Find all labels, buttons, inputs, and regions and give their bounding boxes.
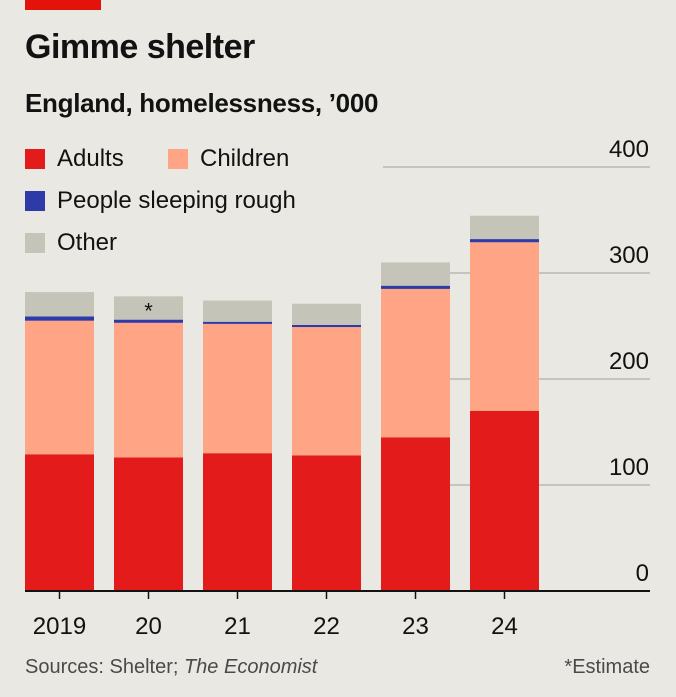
bar-adults-24 bbox=[470, 410, 539, 591]
legend-swatch-children bbox=[168, 149, 188, 169]
x-tick-label-21: 21 bbox=[224, 613, 251, 640]
bar-rough-2019 bbox=[25, 316, 94, 321]
legend-swatch-other bbox=[25, 233, 45, 253]
legend-label-other: Other bbox=[57, 229, 118, 256]
bar-other-24 bbox=[470, 215, 539, 240]
bar-rough-23 bbox=[381, 285, 450, 289]
legend-swatch-adults bbox=[25, 149, 45, 169]
bar-adults-22 bbox=[292, 455, 361, 591]
y-tick-label-200: 200 bbox=[609, 348, 649, 375]
y-tick-label-0: 0 bbox=[636, 560, 649, 587]
source-prefix: Sources: Shelter; bbox=[25, 656, 184, 678]
bar-rough-21 bbox=[203, 321, 272, 324]
legend-label-adults: Adults bbox=[57, 145, 124, 172]
bar-children-23 bbox=[381, 288, 450, 438]
bar-children-21 bbox=[203, 323, 272, 454]
accent-bar bbox=[25, 0, 101, 10]
source-note: Sources: Shelter; The Economist bbox=[25, 656, 317, 679]
x-tick-label-24: 24 bbox=[491, 613, 518, 640]
bar-other-2019 bbox=[25, 292, 94, 317]
x-tick-label-20: 20 bbox=[135, 613, 162, 640]
bar-children-22 bbox=[292, 327, 361, 456]
legend-item-children: Children bbox=[168, 145, 289, 173]
y-tick-label-100: 100 bbox=[609, 454, 649, 481]
bar-rough-20 bbox=[114, 319, 183, 323]
bar-adults-2019 bbox=[25, 454, 94, 591]
x-tick-label-23: 23 bbox=[402, 613, 429, 640]
bar-other-21 bbox=[203, 300, 272, 322]
source-italic: The Economist bbox=[183, 656, 318, 678]
legend-swatch-rough bbox=[25, 191, 45, 211]
bar-adults-21 bbox=[203, 453, 272, 591]
bar-other-22 bbox=[292, 303, 361, 325]
bar-adults-23 bbox=[381, 437, 450, 591]
bar-other-20 bbox=[114, 296, 183, 320]
footnote: *Estimate bbox=[564, 656, 650, 678]
bar-rough-22 bbox=[292, 324, 361, 328]
bar-other-23 bbox=[381, 262, 450, 286]
bar-adults-20 bbox=[114, 457, 183, 591]
x-tick-label-2019: 2019 bbox=[33, 613, 86, 640]
bar-children-20 bbox=[114, 322, 183, 458]
bar-children-2019 bbox=[25, 320, 94, 455]
chart-title: Gimme shelter bbox=[25, 28, 255, 66]
legend-item-adults: Adults bbox=[25, 145, 124, 173]
y-tick-label-400: 400 bbox=[609, 136, 649, 163]
legend-item-rough: People sleeping rough bbox=[25, 187, 296, 215]
x-tick-label-22: 22 bbox=[313, 613, 340, 640]
y-tick-label-300: 300 bbox=[609, 242, 649, 269]
chart-subtitle: England, homelessness, ’000 bbox=[25, 88, 379, 118]
bar-children-24 bbox=[470, 242, 539, 411]
legend-item-other: Other bbox=[25, 229, 117, 257]
bar-rough-24 bbox=[470, 239, 539, 243]
legend-label-rough: People sleeping rough bbox=[57, 187, 296, 214]
annotation-20: * bbox=[144, 298, 153, 323]
legend-label-children: Children bbox=[200, 145, 290, 172]
